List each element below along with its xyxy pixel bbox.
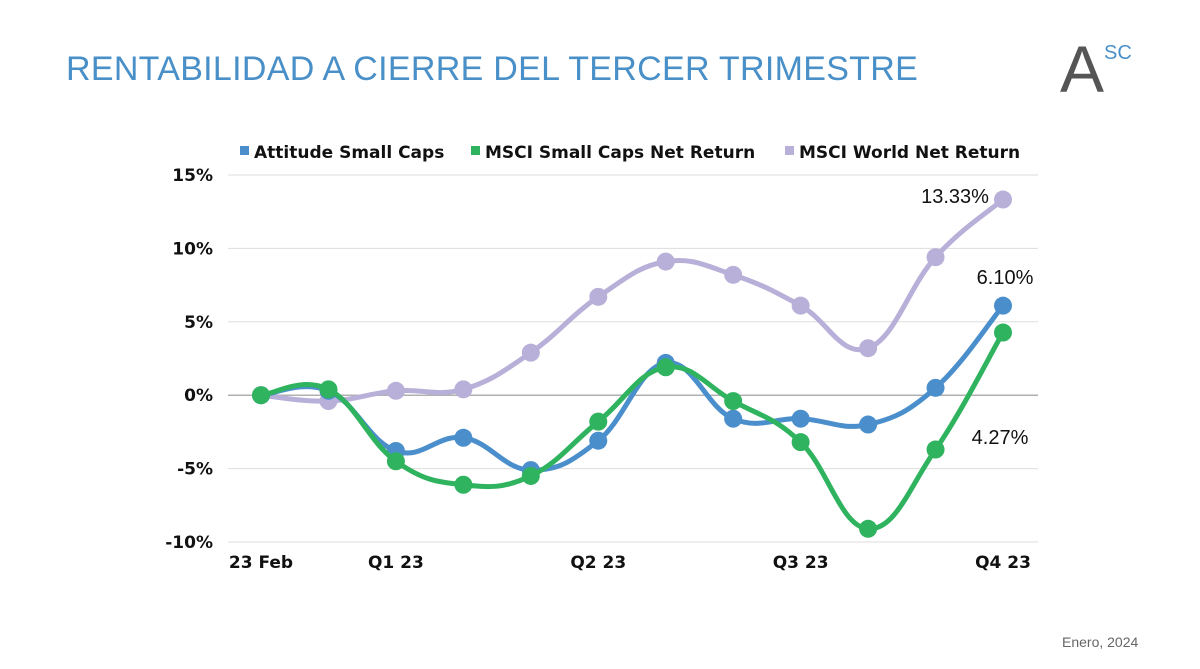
data-point (386, 381, 405, 400)
x-tick-label: Q1 23 (368, 553, 424, 573)
y-tick-label: 5% (184, 313, 213, 333)
legend-label: MSCI Small Caps Net Return (485, 143, 755, 163)
data-point (521, 466, 540, 485)
data-point (994, 190, 1012, 209)
logo-letter: A (1060, 32, 1105, 106)
legend-label: Attitude Small Caps (254, 143, 444, 163)
data-point (859, 415, 878, 434)
legend-label: MSCI World Net Return (799, 143, 1020, 163)
legend-marker (785, 146, 794, 155)
data-point (994, 296, 1012, 315)
data-point (859, 339, 878, 358)
x-tick-label: Q3 23 (773, 553, 829, 573)
data-point (454, 428, 473, 447)
data-point (319, 380, 338, 399)
data-label: 13.33% (921, 186, 989, 208)
data-point (656, 252, 675, 271)
company-logo: A SC (1060, 32, 1140, 106)
data-point (454, 475, 473, 494)
data-point (791, 409, 810, 428)
data-label: 4.27% (972, 427, 1029, 449)
logo-superscript: SC (1104, 42, 1132, 64)
data-point (926, 440, 945, 459)
footer-date: Enero, 2024 (1062, 634, 1139, 650)
y-tick-label: -5% (177, 460, 213, 480)
legend-marker (240, 146, 249, 155)
data-point (589, 287, 608, 306)
data-point (589, 431, 608, 450)
x-tick-label: 23 Feb (229, 553, 293, 573)
data-point (521, 343, 540, 362)
data-point (994, 323, 1012, 342)
data-point (724, 392, 743, 411)
data-point (252, 386, 270, 405)
data-point (656, 358, 675, 377)
data-label: 6.10% (977, 267, 1034, 289)
series-line (258, 197, 1006, 404)
y-tick-label: 10% (172, 239, 213, 259)
x-tick-label: Q2 23 (570, 553, 626, 573)
y-tick-label: 0% (184, 386, 213, 406)
data-point (589, 412, 608, 431)
y-tick-label: -10% (165, 533, 213, 553)
data-point (791, 433, 810, 452)
data-point (724, 265, 743, 284)
data-point (386, 452, 405, 471)
x-tick-label: Q4 23 (975, 553, 1031, 573)
data-point (724, 409, 743, 428)
data-point (926, 248, 945, 267)
data-point (859, 519, 878, 538)
legend-marker (471, 146, 480, 155)
data-point (791, 296, 810, 315)
page-title: RENTABILIDAD A CIERRE DEL TERCER TRIMEST… (66, 50, 919, 88)
data-point (454, 380, 473, 399)
data-point (926, 378, 945, 397)
y-tick-label: 15% (172, 166, 213, 186)
